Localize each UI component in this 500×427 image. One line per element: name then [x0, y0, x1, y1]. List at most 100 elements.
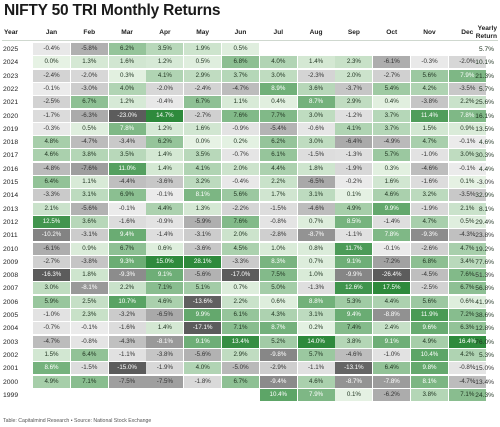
- return-cell-2021-jul: 0.4%: [259, 96, 297, 109]
- return-cell-2020-feb: -6.3%: [70, 109, 108, 122]
- return-cell-2024-sep: 2.3%: [335, 56, 373, 69]
- return-cell-2005-feb: 2.3%: [70, 309, 108, 321]
- return-cell-2007-jun: 0.7%: [222, 282, 259, 295]
- return-cell-2004-jun: 7.1%: [222, 322, 259, 335]
- return-cell-2018-dec: -0.1%: [448, 136, 486, 149]
- return-cell-2001-oct: 6.4%: [373, 362, 411, 375]
- return-cell-2023-oct: -2.7%: [373, 69, 411, 82]
- return-cell-2024-dec: -2.0%: [448, 56, 486, 69]
- return-cell-2013-jan: 2.1%: [33, 202, 70, 215]
- yearly-return-value: 8.1%: [478, 205, 494, 213]
- return-cell-2019-sep: 4.1%: [335, 122, 373, 135]
- return-cell-2012-jul: -0.8%: [259, 215, 297, 228]
- return-cell-2023-feb: -2.0%: [70, 69, 108, 82]
- return-cell-2025-aug: [298, 43, 335, 55]
- return-cell-2004-nov: 9.6%: [411, 322, 448, 335]
- return-cell-2011-jul: -2.8%: [259, 229, 297, 242]
- year-label: 2009: [3, 258, 19, 266]
- return-cell-2016-jan: -4.8%: [33, 162, 70, 175]
- return-cell-2023-apr: 4.1%: [146, 69, 184, 82]
- return-cell-2007-nov: -2.5%: [411, 282, 448, 295]
- yearly-return-value: 4.6%: [478, 139, 494, 147]
- return-cell-2004-jan: -0.7%: [33, 322, 70, 335]
- return-cell-2012-aug: 0.7%: [297, 215, 335, 228]
- return-cell-2013-nov: -1.9%: [411, 202, 448, 215]
- year-row-2021: 2021 -2.5% 6.7% 1.2% -0.4% 6.7% 1.1% 0.4% 8.7% 2.…: [2, 96, 498, 109]
- return-cell-2008-nov: -4.5%: [411, 269, 448, 282]
- return-cell-2021-sep: 2.9%: [335, 96, 373, 109]
- return-cell-2015-mar: -4.4%: [108, 176, 146, 188]
- return-cell-2005-jun: 6.1%: [222, 309, 259, 321]
- return-cell-2011-jan: -10.2%: [33, 229, 70, 242]
- return-cell-2003-jul: 5.2%: [259, 335, 297, 348]
- return-cell-2011-jun: 2.0%: [222, 229, 259, 242]
- yearly-return-value: 32.9%: [475, 192, 494, 200]
- return-cell-2020-oct: 3.7%: [373, 109, 411, 122]
- return-cell-2001-aug: -1.1%: [297, 362, 335, 375]
- return-cell-2019-oct: 3.7%: [373, 122, 411, 135]
- return-cell-2021-apr: -0.4%: [146, 96, 184, 109]
- return-cell-2008-may: -5.6%: [184, 269, 222, 282]
- return-cell-2008-mar: -9.3%: [108, 269, 146, 282]
- return-cell-2010-jul: 1.0%: [259, 242, 297, 255]
- return-cell-2000-oct: -7.8%: [373, 375, 411, 388]
- return-cell-2015-aug: -6.5%: [297, 176, 335, 188]
- return-cell-2013-mar: -0.1%: [108, 202, 146, 215]
- return-cell-2005-apr: -6.5%: [146, 309, 184, 321]
- month-header-may: May: [196, 29, 210, 36]
- year-label: 1999: [3, 391, 19, 399]
- return-cell-2021-jun: 1.1%: [222, 96, 259, 109]
- return-cell-2000-nov: 8.1%: [411, 375, 448, 388]
- return-cell-2017-sep: -1.3%: [335, 149, 373, 162]
- return-cell-2024-jan: 0.0%: [33, 56, 70, 69]
- return-cell-1999-feb: [71, 389, 108, 401]
- year-row-2017: 2017 4.6% 3.8% 3.5% 1.4% 3.5% -0.7% 6.1% -1.5% -1…: [2, 149, 498, 162]
- year-row-2022: 2022 -0.1% -3.0% 4.0% -2.0% -2.4% -4.7% 8.9% 3.6…: [2, 82, 498, 96]
- return-cell-1999-dec: 7.1%: [448, 388, 486, 401]
- return-cell-2001-feb: -1.5%: [70, 362, 108, 375]
- return-cell-2020-apr: 14.7%: [146, 109, 184, 122]
- return-cell-2011-apr: -1.4%: [146, 229, 184, 242]
- return-cell-2012-nov: 4.7%: [411, 215, 448, 228]
- return-cell-2025-nov: [411, 43, 448, 55]
- yearly-return-value: -23.8%: [473, 232, 494, 240]
- return-cell-2015-may: 3.2%: [184, 176, 222, 188]
- return-cell-2017-oct: 5.7%: [373, 149, 411, 162]
- year-row-2019: 2019 -0.3% 0.5% 7.8% 1.2% 1.6% -0.9% -5.4% -0.6%…: [2, 122, 498, 136]
- year-label: 2021: [3, 99, 19, 107]
- return-cell-2003-nov: 4.9%: [411, 335, 448, 348]
- return-cell-2005-jul: 4.3%: [259, 309, 297, 321]
- return-cell-2006-apr: 4.6%: [146, 295, 184, 308]
- yearly-return-value: 4.4%: [478, 165, 494, 173]
- return-cell-2000-feb: 7.1%: [70, 375, 108, 388]
- return-cell-2012-may: -5.9%: [184, 215, 222, 228]
- return-cell-2014-aug: 3.1%: [297, 189, 335, 202]
- return-cell-2007-aug: -1.3%: [297, 282, 335, 295]
- return-cell-2023-nov: 5.6%: [411, 69, 448, 82]
- return-cell-2004-dec: 6.3%: [448, 322, 486, 335]
- return-cell-2009-nov: 6.8%: [411, 255, 448, 268]
- return-cell-2007-oct: 17.5%: [373, 282, 411, 295]
- return-cell-2007-jan: 3.0%: [33, 282, 70, 295]
- return-cell-2005-oct: -8.8%: [373, 309, 411, 321]
- return-cell-2020-jun: 7.6%: [222, 109, 259, 122]
- return-cell-2017-dec: 3.0%: [448, 149, 486, 162]
- return-cell-1999-jul: 10.4%: [259, 388, 297, 401]
- return-cell-2016-nov: -4.6%: [411, 162, 448, 175]
- return-cell-2003-mar: -4.3%: [108, 335, 146, 348]
- yearly-return-value: 5.3%: [478, 351, 494, 359]
- return-cell-2017-feb: 3.8%: [70, 149, 108, 162]
- yearly-return-value: -15.0%: [473, 365, 494, 373]
- return-cell-2004-aug: 0.2%: [297, 322, 335, 335]
- return-cell-2005-may: 9.9%: [184, 309, 222, 321]
- return-cell-2019-jun: -0.9%: [222, 122, 259, 135]
- return-cell-2002-may: -5.6%: [184, 348, 222, 361]
- return-cell-2020-aug: 3.0%: [297, 109, 335, 122]
- yearly-return-value: 30.3%: [475, 152, 494, 160]
- return-cell-2021-oct: 0.4%: [373, 96, 411, 109]
- return-cell-2006-dec: 0.6%: [448, 295, 486, 308]
- return-cell-2001-jan: 8.6%: [33, 362, 70, 375]
- return-cell-2016-mar: 11.0%: [108, 162, 146, 175]
- return-cell-2015-jul: 2.2%: [259, 176, 297, 188]
- year-label: 2006: [3, 298, 19, 306]
